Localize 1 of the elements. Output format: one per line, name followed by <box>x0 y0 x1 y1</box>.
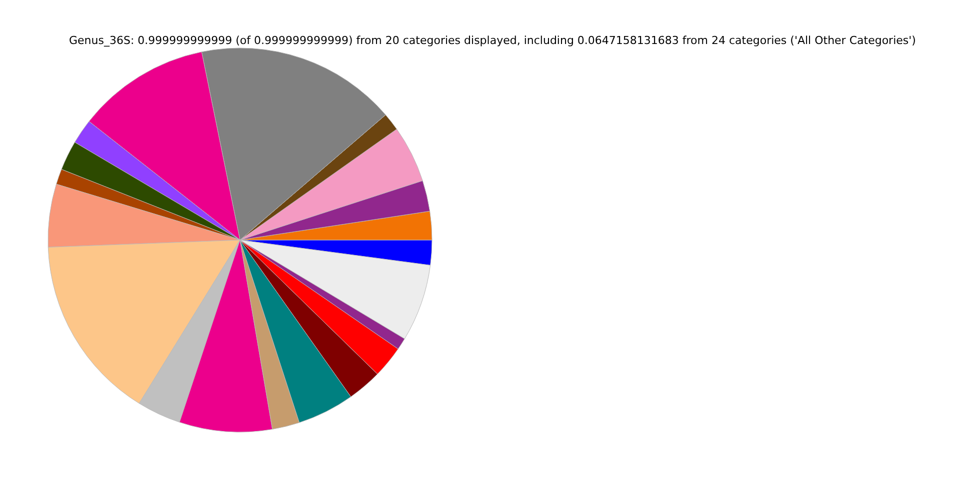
text: Genus_36S: 0.999999999999 (of 0.999999999999) from 20 categories displayed, including 0.0647158131683 from 24 categories ('All Other Categories') <box>69 34 916 47</box>
